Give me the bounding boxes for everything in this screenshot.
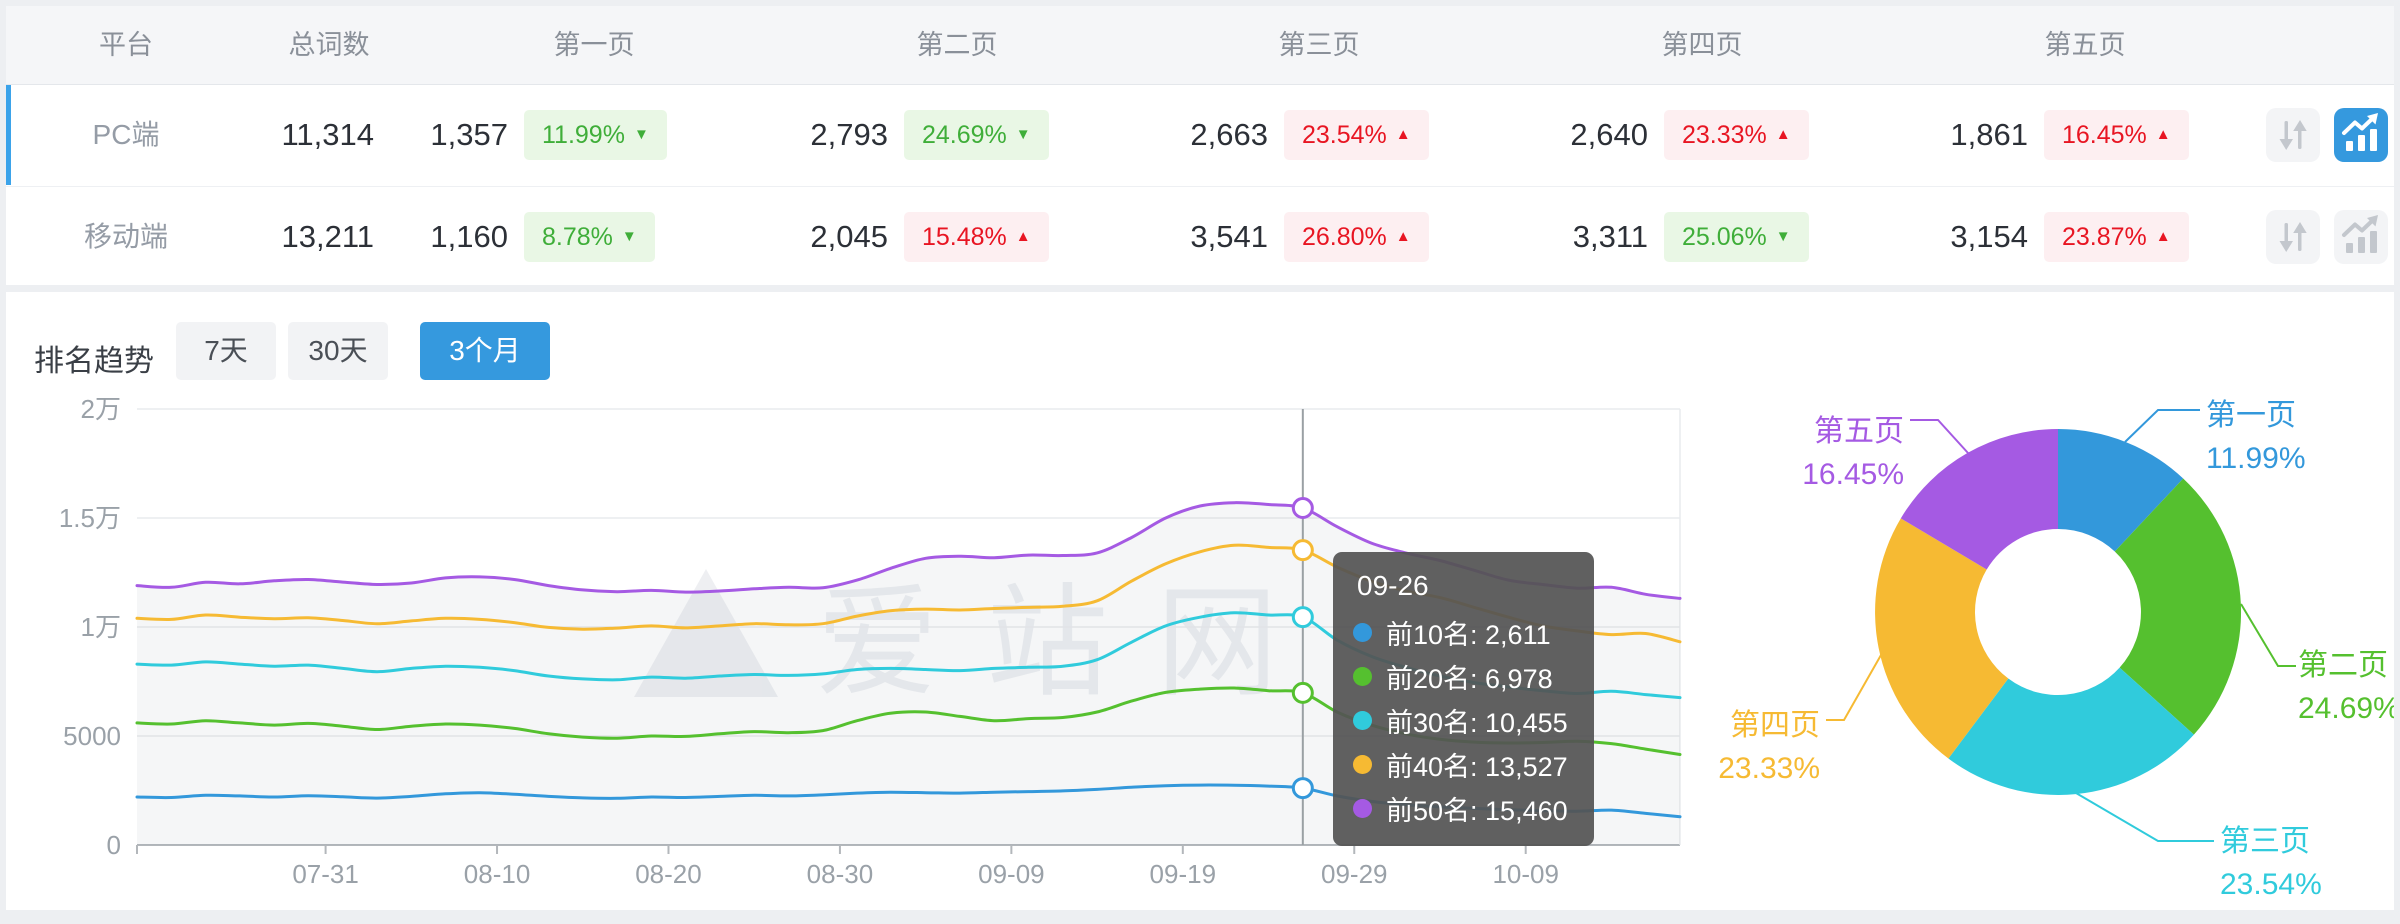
page5-count: 1,861 — [1950, 117, 2028, 152]
slice-percent: 11.99% — [2206, 442, 2306, 475]
slice-percent: 24.69% — [2298, 692, 2394, 725]
svg-text:08-10: 08-10 — [464, 859, 531, 889]
trend-arrow-icon: ▼ — [1775, 228, 1791, 245]
platform-cell: PC端 — [92, 119, 160, 150]
page2-change-badge: 24.69% ▼ — [904, 110, 1049, 160]
svg-text:09-19: 09-19 — [1150, 859, 1217, 889]
tab-3months[interactable]: 3个月 — [420, 322, 550, 380]
svg-text:08-20: 08-20 — [635, 859, 702, 889]
page4-change-badge: 23.33% ▲ — [1664, 110, 1809, 160]
page4-change-badge: 25.06% ▼ — [1664, 212, 1809, 262]
col-header-page3: 第三页 — [1278, 30, 1360, 60]
table-row-pc[interactable]: PC端 11,314 1,357 11.99% ▼ 2,793 24.69% ▼ 2… — [6, 85, 2394, 185]
platform-cell: 移动端 — [83, 221, 168, 252]
tab-7days[interactable]: 7天 — [176, 322, 276, 380]
svg-text:09-09: 09-09 — [978, 859, 1045, 889]
slice-name: 第一页 — [2206, 399, 2296, 432]
trend-arrow-icon: ▲ — [1775, 126, 1791, 143]
change-percent: 23.33% — [1682, 121, 1767, 149]
page2-count: 2,045 — [810, 219, 888, 254]
change-percent: 23.87% — [2062, 223, 2147, 251]
donut-label-page4: 第四页 23.33% — [1640, 704, 1820, 790]
trend-arrow-icon: ▼ — [621, 228, 637, 245]
page5-change-badge: 16.45% ▲ — [2044, 110, 2189, 160]
bar-line-chart-icon — [2342, 113, 2378, 151]
svg-text:09-29: 09-29 — [1321, 859, 1388, 889]
trend-arrow-icon: ▼ — [1015, 126, 1031, 143]
donut-label-page1: 第一页 11.99% — [2206, 394, 2306, 480]
total-words-cell: 11,314 — [281, 117, 374, 152]
col-header-page1: 第一页 — [553, 30, 635, 60]
svg-text:2万: 2万 — [81, 394, 121, 424]
page3-change-badge: 23.54% ▲ — [1284, 110, 1429, 160]
page-distribution-donut[interactable] — [1756, 292, 2394, 910]
change-percent: 26.80% — [1302, 223, 1387, 251]
svg-text:5000: 5000 — [63, 721, 121, 751]
change-percent: 8.78% — [542, 223, 613, 251]
col-header-page2: 第二页 — [916, 30, 998, 60]
donut-label-page2: 第二页 24.69% — [2298, 644, 2394, 730]
change-percent: 23.54% — [1302, 121, 1387, 149]
trend-arrow-icon: ▲ — [1395, 126, 1411, 143]
up-down-arrows-icon — [2279, 120, 2307, 150]
trend-arrow-icon: ▲ — [1395, 228, 1411, 245]
total-words-cell: 13,211 — [281, 219, 374, 254]
change-percent: 11.99% — [542, 121, 625, 149]
page5-change-badge: 23.87% ▲ — [2044, 212, 2189, 262]
rank-trend-panel: 排名趋势 7天 30天 3个月 爱站网 050001万1.5万2万07-3108… — [6, 292, 2394, 910]
page1-count: 1,357 — [430, 117, 508, 152]
slice-percent: 23.33% — [1718, 752, 1820, 785]
change-percent: 16.45% — [2062, 121, 2147, 149]
slice-name: 第三页 — [2220, 825, 2310, 858]
col-header-page5: 第五页 — [2044, 30, 2126, 60]
change-percent: 24.69% — [922, 121, 1007, 149]
slice-name: 第二页 — [2298, 649, 2388, 682]
trend-arrow-icon: ▼ — [633, 126, 649, 143]
page1-count: 1,160 — [430, 219, 508, 254]
col-header-total-words: 总词数 — [288, 30, 370, 60]
svg-text:1.5万: 1.5万 — [59, 503, 121, 533]
page3-count: 2,663 — [1190, 117, 1268, 152]
page5-count: 3,154 — [1950, 219, 2028, 254]
svg-text:0: 0 — [107, 830, 121, 860]
trend-chart-button[interactable] — [2334, 108, 2388, 162]
trend-arrow-icon: ▲ — [2155, 228, 2171, 245]
change-percent: 15.48% — [922, 223, 1007, 251]
trend-chart-button[interactable] — [2334, 210, 2388, 264]
up-down-arrows-icon — [2279, 222, 2307, 252]
sort-button[interactable] — [2266, 108, 2320, 162]
svg-text:10-09: 10-09 — [1492, 859, 1559, 889]
svg-text:08-30: 08-30 — [807, 859, 874, 889]
page4-count: 3,311 — [1572, 219, 1648, 254]
slice-percent: 23.54% — [2220, 868, 2322, 901]
page2-count: 2,793 — [810, 117, 888, 152]
section-title: 排名趋势 — [34, 345, 154, 378]
donut-label-page5: 第五页 16.45% — [1724, 410, 1904, 496]
col-header-platform: 平台 — [99, 30, 153, 60]
slice-percent: 16.45% — [1802, 458, 1904, 491]
trend-arrow-icon: ▲ — [1015, 228, 1031, 245]
bar-line-chart-icon — [2342, 215, 2378, 253]
page1-change-badge: 11.99% ▼ — [524, 110, 667, 160]
page2-change-badge: 15.48% ▲ — [904, 212, 1049, 262]
tab-30days[interactable]: 30天 — [288, 322, 388, 380]
slice-name: 第五页 — [1814, 415, 1904, 448]
table-header-row: 平台 总词数 第一页 第二页 第三页 第四页 第五页 — [6, 6, 2394, 85]
table-row-mobile[interactable]: 移动端 13,211 1,160 8.78% ▼ 2,045 15.48% ▲ 3,… — [6, 186, 2394, 285]
sort-button[interactable] — [2266, 210, 2320, 264]
col-header-page4: 第四页 — [1661, 30, 1743, 60]
trend-arrow-icon: ▲ — [2155, 126, 2171, 143]
svg-text:1万: 1万 — [81, 612, 121, 642]
ranking-summary-table: 平台 总词数 第一页 第二页 第三页 第四页 第五页 PC端 11,314 1,… — [6, 6, 2394, 285]
page3-count: 3,541 — [1190, 219, 1268, 254]
page4-count: 2,640 — [1570, 117, 1648, 152]
change-percent: 25.06% — [1682, 223, 1767, 251]
svg-text:07-31: 07-31 — [292, 859, 359, 889]
slice-name: 第四页 — [1730, 709, 1820, 742]
page3-change-badge: 26.80% ▲ — [1284, 212, 1429, 262]
donut-label-page3: 第三页 23.54% — [2220, 820, 2322, 906]
page1-change-badge: 8.78% ▼ — [524, 212, 655, 262]
trend-line-chart[interactable]: 0 5000 1万 1.5万 2万 07-31 08-10 08-20 08-30 09-09 09… — [6, 292, 1756, 910]
